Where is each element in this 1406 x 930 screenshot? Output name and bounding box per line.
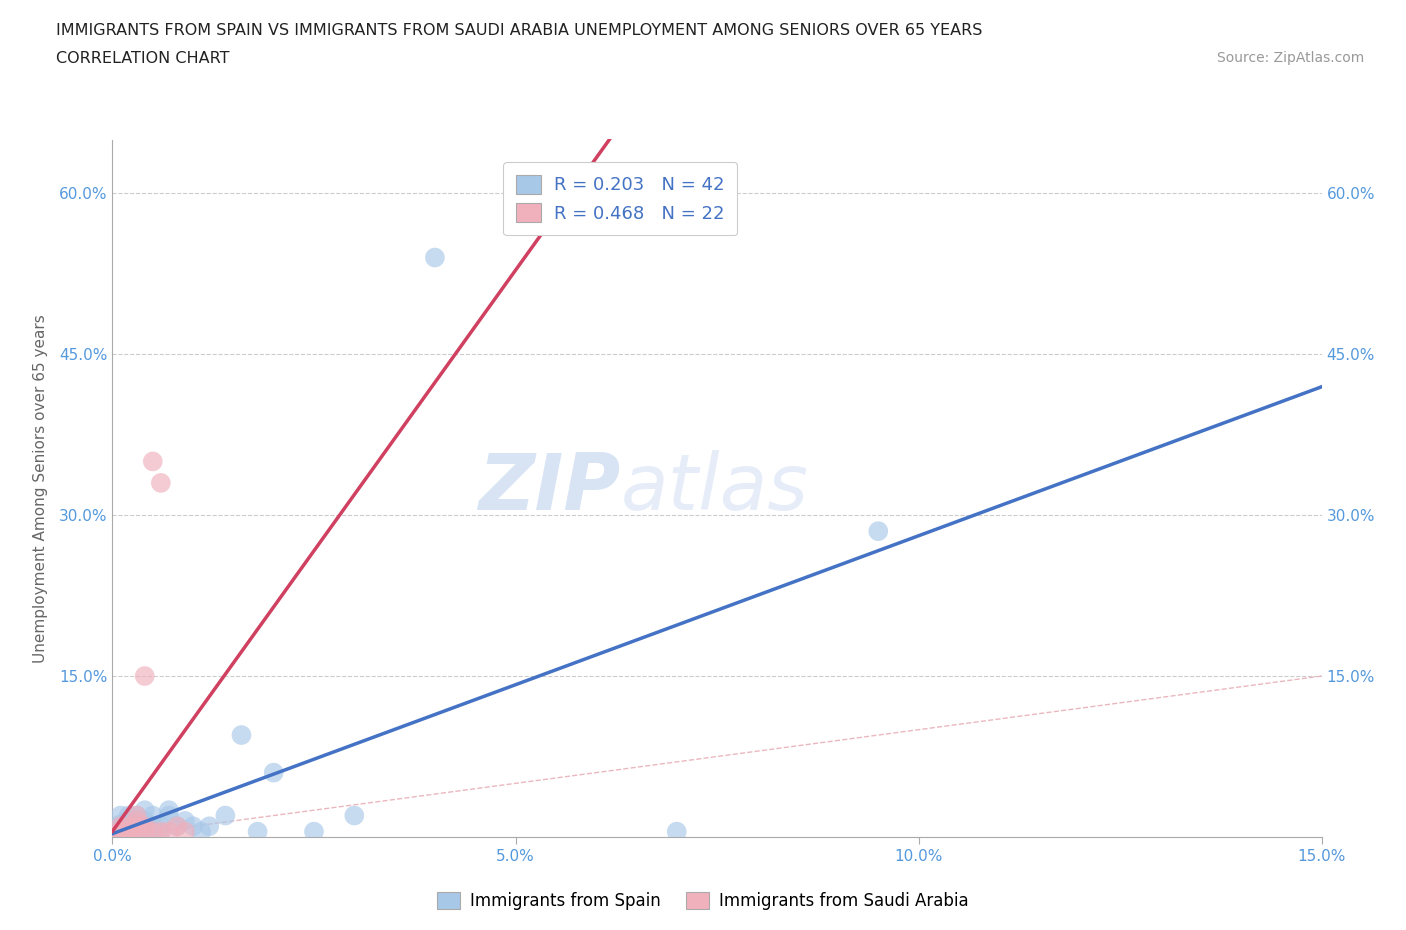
Point <box>665 824 688 839</box>
Point <box>117 818 139 833</box>
Point <box>134 824 156 839</box>
Point <box>142 818 165 833</box>
Point <box>231 727 253 742</box>
Point <box>174 824 197 839</box>
Point <box>142 808 165 823</box>
Point <box>174 814 197 829</box>
Point <box>125 814 148 829</box>
Point <box>149 818 172 833</box>
Point <box>157 824 180 839</box>
Point <box>125 824 148 839</box>
Point <box>302 824 325 839</box>
Point <box>157 803 180 817</box>
Point <box>110 824 132 839</box>
Point <box>181 818 204 833</box>
Point <box>110 818 132 833</box>
Text: atlas: atlas <box>620 450 808 526</box>
Point <box>110 824 132 839</box>
Text: IMMIGRANTS FROM SPAIN VS IMMIGRANTS FROM SAUDI ARABIA UNEMPLOYMENT AMONG SENIORS: IMMIGRANTS FROM SPAIN VS IMMIGRANTS FROM… <box>56 23 983 38</box>
Point <box>142 824 165 839</box>
Point <box>149 475 172 490</box>
Point <box>117 814 139 829</box>
Point <box>110 824 132 839</box>
Point <box>110 817 132 831</box>
Point <box>117 824 139 839</box>
Text: CORRELATION CHART: CORRELATION CHART <box>56 51 229 66</box>
Point <box>125 808 148 823</box>
Point <box>142 824 165 839</box>
Point <box>110 824 132 839</box>
Point <box>423 250 446 265</box>
Point <box>117 824 139 839</box>
Legend: R = 0.203   N = 42, R = 0.468   N = 22: R = 0.203 N = 42, R = 0.468 N = 22 <box>503 163 737 235</box>
Point <box>190 824 212 839</box>
Point <box>117 824 139 839</box>
Point <box>125 814 148 829</box>
Y-axis label: Unemployment Among Seniors over 65 years: Unemployment Among Seniors over 65 years <box>32 314 48 662</box>
Point <box>125 808 148 823</box>
Point <box>125 818 148 833</box>
Point <box>110 818 132 833</box>
Point <box>117 818 139 833</box>
Text: ZIP: ZIP <box>478 450 620 526</box>
Point <box>134 803 156 817</box>
Point <box>157 808 180 823</box>
Point <box>149 824 172 839</box>
Point <box>142 454 165 469</box>
Point <box>110 808 132 823</box>
Point <box>246 824 269 839</box>
Point <box>134 818 156 833</box>
Point <box>117 824 139 839</box>
Point <box>117 814 139 829</box>
Point <box>110 821 132 836</box>
Point <box>110 824 132 839</box>
Point <box>117 824 139 839</box>
Legend: Immigrants from Spain, Immigrants from Saudi Arabia: Immigrants from Spain, Immigrants from S… <box>430 885 976 917</box>
Point <box>134 824 156 839</box>
Point <box>166 818 188 833</box>
Point <box>149 824 172 839</box>
Point <box>110 824 132 839</box>
Point <box>125 818 148 833</box>
Point <box>198 818 221 833</box>
Point <box>117 808 139 823</box>
Point <box>110 824 132 839</box>
Point <box>125 824 148 839</box>
Point <box>134 814 156 829</box>
Point <box>166 818 188 833</box>
Text: Source: ZipAtlas.com: Source: ZipAtlas.com <box>1216 51 1364 65</box>
Point <box>343 808 366 823</box>
Point <box>263 765 285 780</box>
Point <box>868 524 890 538</box>
Point <box>214 808 236 823</box>
Point <box>134 669 156 684</box>
